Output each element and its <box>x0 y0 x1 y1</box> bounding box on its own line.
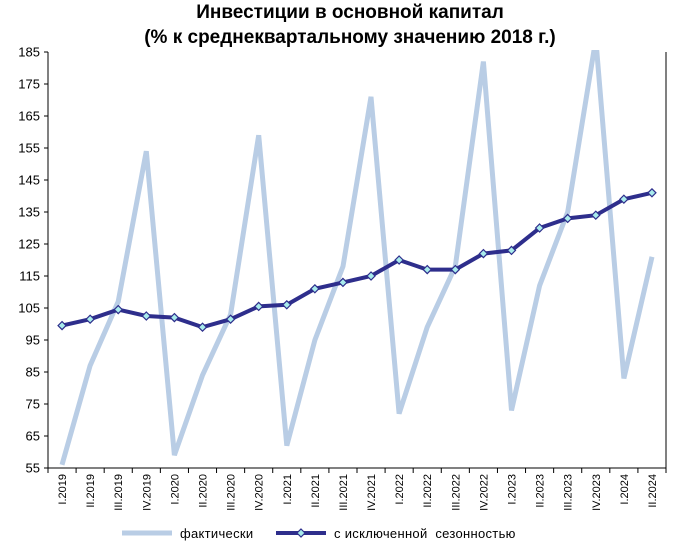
data-point-marker <box>422 264 433 275</box>
data-point-marker <box>281 299 292 310</box>
y-tick-label: 65 <box>26 429 40 444</box>
x-tick-label: III.2019 <box>113 474 125 511</box>
x-tick-label: III.2022 <box>450 474 462 511</box>
x-tick-label: I.2020 <box>169 474 181 505</box>
data-point-marker <box>113 304 124 315</box>
data-point-marker <box>478 248 489 259</box>
data-point-marker <box>57 320 67 331</box>
legend-marker <box>296 528 306 538</box>
data-point-marker <box>197 322 208 333</box>
y-tick-label: 105 <box>18 301 40 316</box>
y-axis: 55 65 75 85 95 105 115 125 135 145 155 165 175 185 <box>18 45 48 476</box>
data-point-marker <box>394 255 404 265</box>
y-tick-label: 155 <box>18 141 40 156</box>
y-tick-label: 185 <box>18 45 40 60</box>
data-point-marker <box>338 277 348 288</box>
y-tick-label: 55 <box>26 461 40 476</box>
chart-title-block: Инвестиции в основной капитал (% к средн… <box>0 0 700 50</box>
x-tick-label: II.2019 <box>85 474 97 508</box>
y-tick-label: 165 <box>18 109 40 124</box>
legend-label-actual: фактически <box>180 526 253 541</box>
x-axis: I.2019 II.2019 III.2019 IV.2019 I.2020 II.202… <box>47 468 667 511</box>
data-point-marker <box>534 223 545 233</box>
y-tick-label: 95 <box>26 333 40 348</box>
x-tick-label: III.2023 <box>563 474 575 511</box>
y-tick-label: 75 <box>26 397 40 412</box>
x-tick-label: II.2020 <box>198 474 210 508</box>
chart-subtitle: (% к среднеквартальному значению 2018 г.… <box>144 27 556 48</box>
x-tick-label: IV.2021 <box>366 474 378 511</box>
legend-label-seasonally-adjusted: с исключенной сезонностью <box>334 526 516 541</box>
data-point-marker <box>619 194 629 205</box>
data-point-marker <box>366 271 376 281</box>
data-point-marker <box>647 187 657 198</box>
data-point-marker <box>450 264 461 275</box>
x-tick-label: I.2021 <box>282 474 294 505</box>
x-tick-label: III.2020 <box>226 474 238 511</box>
y-tick-label: 85 <box>26 365 40 380</box>
x-tick-label: II.2023 <box>535 474 547 508</box>
chart-title: Инвестиции в основной капитал <box>196 2 504 23</box>
data-point-marker <box>253 301 264 312</box>
series-actual-line <box>59 50 655 466</box>
x-tick-label: I.2019 <box>57 474 69 505</box>
data-point-marker <box>85 314 95 325</box>
y-tick-label: 115 <box>19 269 40 284</box>
data-point-marker <box>562 213 573 224</box>
series-seasonally-adjusted-line <box>61 190 653 330</box>
legend: фактически с исключенной сезонностью <box>122 526 516 541</box>
x-tick-label: I.2023 <box>507 474 519 505</box>
x-tick-label: IV.2023 <box>591 474 603 511</box>
data-point-marker <box>590 210 601 221</box>
x-tick-label: I.2022 <box>394 474 406 505</box>
x-tick-label: III.2021 <box>338 474 350 511</box>
data-point-marker <box>169 312 180 323</box>
data-point-marker <box>506 245 517 256</box>
x-tick-label: II.2021 <box>310 474 322 508</box>
y-tick-label: 145 <box>18 173 40 188</box>
y-tick-label: 135 <box>18 205 40 220</box>
plot-area <box>47 52 667 469</box>
data-point-marker <box>141 311 152 321</box>
x-tick-label: I.2024 <box>619 474 631 505</box>
y-tick-label: 125 <box>18 237 40 252</box>
x-tick-label: IV.2019 <box>141 474 153 511</box>
x-tick-label: IV.2020 <box>254 474 266 511</box>
series-layer <box>57 50 657 466</box>
x-tick-label: II.2022 <box>422 474 434 508</box>
x-tick-label: IV.2022 <box>478 474 490 511</box>
x-tick-label: II.2024 <box>647 474 659 508</box>
data-point-marker <box>225 314 236 325</box>
data-point-marker <box>310 283 320 294</box>
y-tick-label: 175 <box>18 77 40 92</box>
